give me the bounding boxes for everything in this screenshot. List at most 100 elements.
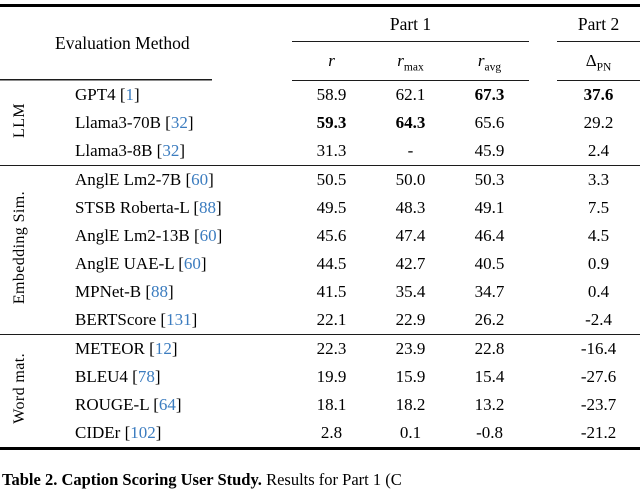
- metric-symbol: r: [328, 51, 335, 70]
- table-row: MPNet-B [88] 41.5 35.4 34.7 0.4: [0, 278, 640, 306]
- value-cell: -21.2: [580, 423, 617, 442]
- col-header-r: r: [292, 41, 372, 81]
- value-cell: 58.9: [316, 85, 347, 104]
- value-cell: 50.0: [371, 165, 451, 194]
- value-cell: -23.7: [580, 395, 617, 414]
- citation-link[interactable]: [131]: [160, 310, 198, 329]
- results-table: Evaluation Method Part 1 Part 2 r rmax r…: [0, 4, 640, 450]
- group-label: Embedding Sim.: [11, 190, 28, 305]
- table-row: CIDEr [102] 2.8 0.1 -0.8 -21.2: [0, 419, 640, 447]
- value-cell: 3.3: [557, 165, 640, 194]
- table-caption-text: Results for Part 1 (C: [266, 470, 402, 489]
- citation-number: 88: [151, 282, 169, 301]
- method-name: METEOR: [75, 339, 150, 358]
- citation-link[interactable]: [60]: [194, 226, 223, 245]
- column-gap: [529, 306, 557, 335]
- value-cell: -: [407, 141, 414, 160]
- citation-number: 64: [158, 395, 176, 414]
- method-name: ROUGE-L: [75, 395, 154, 414]
- method-cell: CIDEr [102]: [40, 419, 292, 447]
- header-row-parts: Evaluation Method Part 1 Part 2: [0, 7, 640, 81]
- citation-number: 60: [191, 170, 209, 189]
- method-cell: METEOR [12]: [40, 334, 293, 363]
- value-cell: 18.1: [316, 395, 347, 414]
- col-header-r-avg: ravg: [450, 41, 530, 81]
- value-cell: -0.8: [476, 423, 503, 442]
- value-cell: 62.1: [395, 85, 426, 104]
- metric-subscript: avg: [484, 61, 502, 74]
- column-gap: [529, 363, 557, 391]
- method-name: MPNet-B: [75, 282, 146, 301]
- citation-link[interactable]: [64]: [153, 395, 182, 414]
- value-cell: 13.2: [474, 395, 505, 414]
- value-cell: 15.4: [474, 367, 505, 386]
- value-cell: 42.7: [395, 254, 426, 273]
- citation-link[interactable]: [78]: [132, 367, 161, 386]
- table-row: Embedding Sim. AnglE Lm2-7B [60] 50.5 50.0 5…: [0, 165, 640, 335]
- citation-link[interactable]: [60]: [178, 254, 207, 273]
- value-cell: 65.6: [474, 113, 505, 132]
- method-cell: Llama3-70B [32]: [40, 109, 292, 137]
- method-name: AnglE Lm2-7B: [75, 170, 186, 189]
- value-cell: 2.4: [587, 141, 610, 160]
- column-gap: [529, 278, 557, 306]
- column-gap: [529, 250, 557, 278]
- table-row: LLM GPT4 [1] 58.9 62.1 67.3 37.6: [0, 81, 640, 138]
- value-cell: 46.4: [474, 226, 505, 245]
- citation-number: 78: [137, 367, 155, 386]
- value-cell: -2.4: [585, 310, 612, 329]
- group-label-cell: Embedding Sim.: [0, 165, 40, 335]
- method-name: Llama3-8B: [75, 141, 157, 160]
- value-cell: 67.3: [474, 85, 505, 104]
- value-cell: 34.7: [474, 282, 505, 301]
- metric-symbol: r: [397, 51, 404, 70]
- value-cell: 41.5: [316, 282, 347, 301]
- metric-subscript: PN: [596, 61, 612, 74]
- citation-link[interactable]: [102]: [124, 423, 162, 442]
- citation-link[interactable]: [88]: [145, 282, 174, 301]
- value-cell: 22.3: [292, 334, 372, 363]
- value-cell: 18.2: [395, 395, 426, 414]
- citation-number: 131: [166, 310, 192, 329]
- metric-symbol: r: [477, 51, 485, 70]
- value-cell: 22.1: [316, 310, 347, 329]
- metric-symbol: Δ: [585, 51, 597, 70]
- method-name: BLEU4: [75, 367, 133, 386]
- table-row: BLEU4 [78] 19.9 15.9 15.4 -27.6: [0, 363, 640, 391]
- table-row: AnglE UAE-L [60] 44.5 42.7 40.5 0.9: [0, 250, 640, 278]
- table-row: ROUGE-L [64] 18.1 18.2 13.2 -23.7: [0, 391, 640, 419]
- header-row-metrics: r rmax ravg ΔPN: [0, 41, 640, 81]
- col-header-part2: Part 2: [557, 7, 640, 42]
- citation-link[interactable]: [32]: [156, 141, 186, 160]
- value-cell: 50.3: [450, 165, 530, 194]
- value-cell: 47.4: [395, 226, 426, 245]
- value-cell: 23.9: [371, 334, 451, 363]
- method-name: CIDEr: [75, 423, 125, 442]
- citation-link[interactable]: [1]: [119, 84, 140, 104]
- column-gap: [529, 419, 557, 447]
- citation-number: 32: [170, 113, 188, 132]
- citation-link[interactable]: [32]: [165, 113, 194, 132]
- method-cell: BLEU4 [78]: [40, 363, 292, 391]
- value-cell: 7.5: [587, 198, 610, 217]
- column-gap: [529, 222, 557, 250]
- citation-link[interactable]: [88]: [193, 198, 222, 217]
- col-header-delta-pn: ΔPN: [557, 41, 640, 81]
- citation-link[interactable]: [12]: [149, 339, 178, 358]
- method-cell: MPNet-B [88]: [40, 278, 292, 306]
- value-cell: 22.9: [395, 310, 426, 329]
- value-cell: 50.5: [292, 165, 372, 194]
- method-cell: BERTScore [131]: [40, 306, 292, 335]
- value-cell: 19.9: [316, 367, 347, 386]
- column-gap: [529, 194, 557, 222]
- citation-number: 1: [125, 84, 135, 104]
- column-gap: [529, 81, 557, 110]
- value-cell: -27.6: [580, 367, 617, 386]
- method-name: STSB Roberta-L: [75, 198, 194, 217]
- table-caption: Table 2. Caption Scoring User Study. Res…: [2, 470, 640, 490]
- column-gap: [529, 109, 557, 137]
- value-cell: 0.9: [587, 254, 610, 273]
- method-name: BERTScore: [75, 310, 161, 329]
- citation-link[interactable]: [60]: [185, 170, 214, 189]
